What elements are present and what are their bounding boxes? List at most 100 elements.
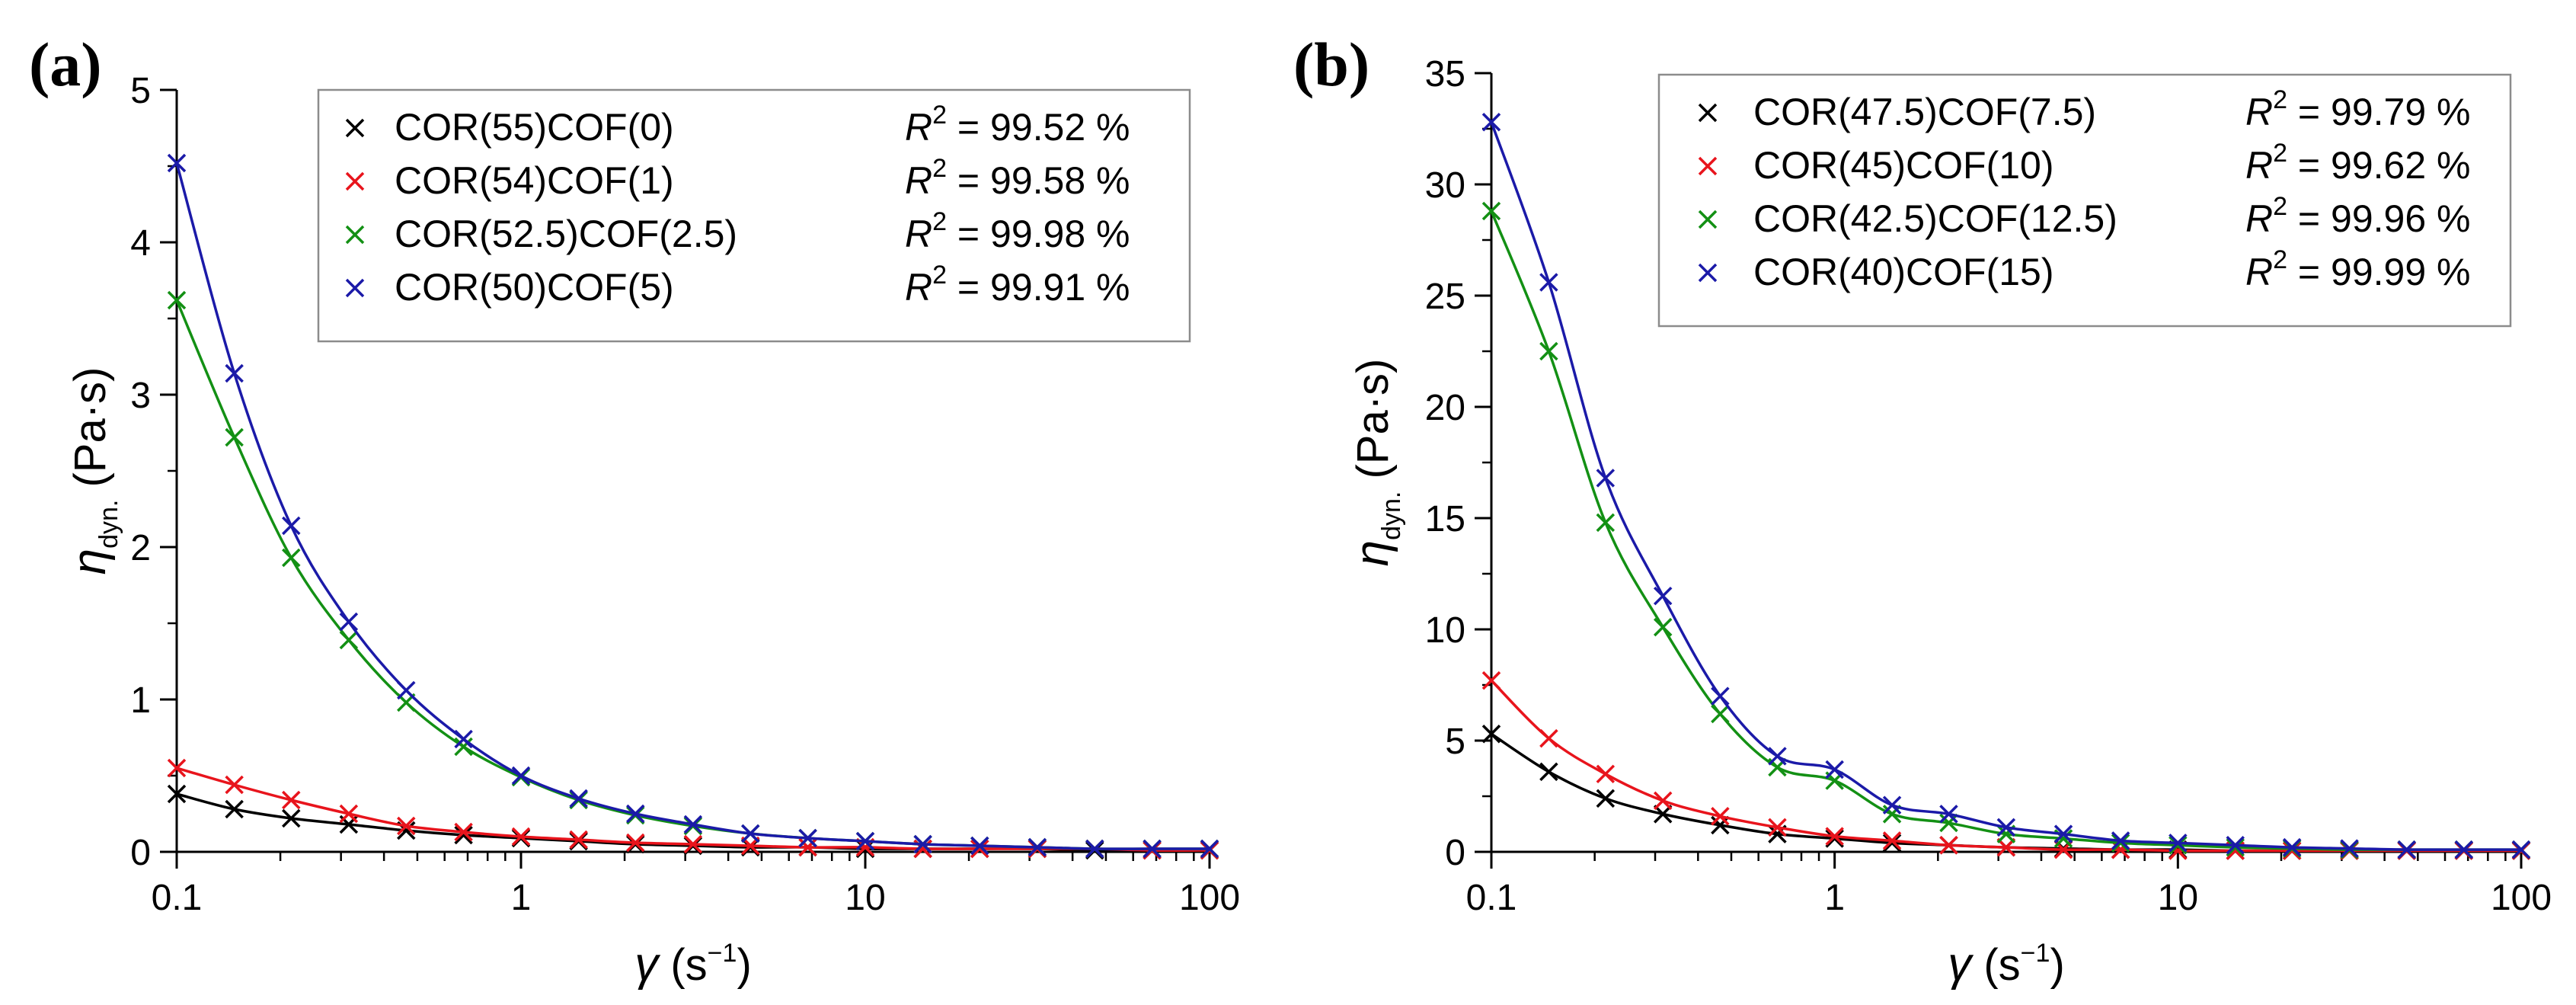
series-1 [167, 758, 1219, 860]
series-fit-curve [1490, 121, 2521, 851]
legend-box [317, 88, 1191, 343]
x-tick-label: 100 [1179, 878, 1240, 918]
data-point [2169, 836, 2188, 855]
legend-r2-value: R2 = 99.99 % [2245, 245, 2471, 293]
y-tick-label: 3 [130, 376, 151, 416]
data-point [2053, 824, 2073, 843]
data-point [1711, 815, 1730, 835]
series-fit-curve [176, 792, 1210, 852]
data-point [1596, 764, 1616, 784]
data-point [626, 804, 645, 824]
data-point [798, 837, 817, 857]
data-point [454, 729, 473, 749]
data-point [1085, 839, 1104, 859]
series-2 [167, 290, 1219, 859]
data-point [454, 825, 473, 845]
data-point [167, 153, 187, 173]
data-point [913, 834, 932, 854]
legend-r2-value: R2 = 99.52 % [905, 101, 1130, 149]
data-point [1711, 807, 1730, 826]
data-point [970, 839, 989, 859]
legend-marker [345, 171, 365, 191]
data-point [1653, 791, 1673, 811]
legend-series-name: COR(50)COF(5) [395, 266, 674, 309]
legend-marker [1698, 210, 1718, 229]
data-point [683, 815, 703, 834]
legend: COR(47.5)COF(7.5) R2 = 99.79 % COR(45)COF(… [1657, 73, 2512, 328]
data-point [1539, 341, 1558, 361]
data-point [511, 827, 531, 847]
data-point [855, 831, 875, 851]
series-3 [167, 153, 1219, 859]
y-tick-label: 0 [1445, 833, 1465, 873]
data-point [2111, 831, 2130, 850]
data-point [1825, 829, 1844, 848]
y-tick-label: 0 [130, 833, 151, 873]
data-point [1596, 469, 1616, 488]
legend-series-name: COR(47.5)COF(7.5) [1753, 91, 2096, 133]
data-point [1653, 805, 1673, 824]
data-point [2454, 840, 2474, 859]
data-point [1882, 795, 1902, 815]
data-point [1939, 836, 1958, 855]
data-point [626, 833, 645, 853]
data-point [282, 808, 301, 828]
data-point [225, 775, 244, 795]
data-point [1539, 273, 1558, 292]
data-point [1481, 671, 1501, 690]
data-point [1481, 725, 1501, 744]
y-tick-label: 25 [1425, 277, 1465, 317]
data-point [1768, 747, 1787, 766]
y-tick-label: 1 [130, 680, 151, 721]
legend-series-name: COR(55)COF(0) [395, 106, 674, 149]
series-fit-curve [175, 299, 1210, 850]
legend-r2-value: R2 = 99.96 % [2245, 192, 2471, 240]
data-point [1596, 513, 1616, 533]
legend-series-name: COR(45)COF(10) [1753, 144, 2053, 187]
data-point [454, 822, 473, 842]
data-point [1996, 837, 2016, 857]
data-point [454, 737, 473, 757]
chart-panel-b: (b) 0.1 1 10 100 0 5 10 15 20 25 30 35 γ (s−1) ηdyn. (… [1293, 30, 2552, 991]
data-point [1882, 831, 1902, 850]
data-point [2169, 834, 2188, 853]
legend-marker [345, 225, 365, 245]
data-point [2340, 839, 2359, 858]
data-point [2282, 837, 2302, 857]
x-axis-title: γ (s−1) [1948, 938, 2065, 991]
data-point [167, 758, 187, 778]
y-tick-label: 35 [1425, 54, 1465, 94]
legend-marker [1698, 103, 1718, 123]
data-point [1539, 762, 1558, 782]
data-point [1825, 760, 1844, 779]
data-point [339, 630, 359, 650]
legend-marker [1698, 156, 1718, 176]
data-point [282, 516, 301, 536]
data-point [798, 828, 817, 848]
data-point [741, 824, 760, 843]
data-point [167, 784, 187, 804]
series-fit-curve [176, 767, 1210, 852]
data-point [1711, 687, 1730, 706]
panel-label: (b) [1293, 30, 1369, 99]
legend-series-name: COR(52.5)COF(2.5) [395, 213, 737, 255]
legend-r2-value: R2 = 99.58 % [905, 154, 1130, 202]
data-point [397, 680, 416, 700]
legend-marker [1698, 263, 1718, 283]
data-point [2226, 836, 2245, 855]
data-point [1028, 837, 1047, 857]
y-tick-label: 20 [1425, 388, 1465, 428]
legend-series-name: COR(42.5)COF(12.5) [1753, 197, 2117, 240]
series-fit-curve [1490, 679, 2521, 853]
legend-series-name: COR(40)COF(15) [1753, 251, 2053, 293]
data-point [1143, 839, 1162, 859]
legend: COR(55)COF(0) R2 = 99.52 % COR(54)COF(1) R2… [317, 88, 1191, 343]
y-tick-label: 10 [1425, 610, 1465, 651]
x-tick-label: 0.1 [152, 878, 203, 918]
data-point [2226, 837, 2245, 857]
x-tick-label: 1 [511, 878, 532, 918]
y-tick-label: 2 [130, 528, 151, 568]
legend-marker [345, 278, 365, 298]
data-point [1653, 617, 1673, 637]
